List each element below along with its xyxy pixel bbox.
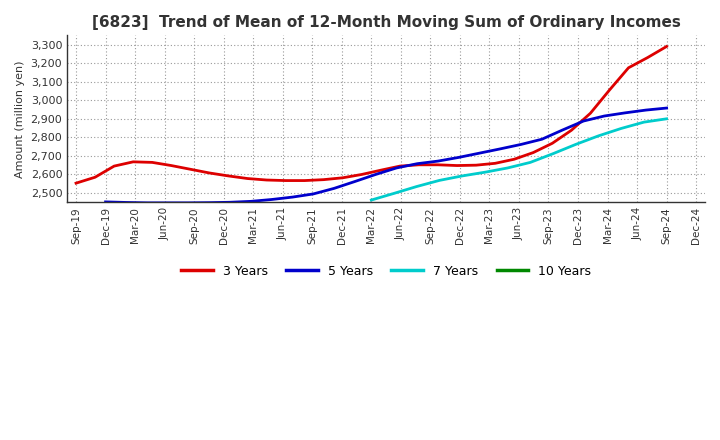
5 Years (143, 200, 151, 205)
3 Years (357, 172, 366, 177)
Y-axis label: Amount (million yen): Amount (million yen) (15, 60, 25, 178)
3 Years (91, 175, 99, 180)
5 Years (662, 106, 671, 111)
3 Years (662, 44, 671, 49)
5 Years (267, 197, 276, 202)
7 Years (526, 160, 535, 165)
3 Years (605, 88, 613, 93)
5 Years (496, 146, 505, 151)
3 Years (72, 180, 81, 186)
5 Years (579, 118, 588, 124)
Line: 3 Years: 3 Years (76, 47, 667, 183)
3 Years (510, 157, 518, 162)
3 Years (377, 168, 385, 173)
7 Years (503, 165, 512, 171)
5 Years (642, 107, 650, 113)
5 Years (475, 150, 484, 156)
3 Years (472, 162, 480, 168)
5 Years (247, 199, 256, 204)
7 Years (367, 198, 376, 203)
5 Years (351, 179, 359, 184)
5 Years (309, 191, 318, 197)
3 Years (262, 177, 271, 183)
5 Years (454, 155, 463, 160)
7 Years (480, 169, 489, 175)
7 Years (639, 120, 648, 125)
5 Years (288, 194, 297, 200)
5 Years (226, 200, 235, 205)
Line: 7 Years: 7 Years (372, 119, 667, 200)
3 Years (548, 141, 557, 146)
3 Years (110, 164, 119, 169)
3 Years (282, 178, 290, 183)
7 Years (572, 142, 580, 147)
3 Years (224, 173, 233, 179)
7 Years (390, 191, 398, 196)
5 Years (600, 114, 608, 119)
3 Years (415, 162, 423, 168)
5 Years (102, 199, 110, 205)
7 Years (662, 116, 671, 121)
5 Years (413, 161, 422, 166)
7 Years (435, 178, 444, 183)
7 Years (617, 126, 626, 131)
Title: [6823]  Trend of Mean of 12-Month Moving Sum of Ordinary Incomes: [6823] Trend of Mean of 12-Month Moving … (91, 15, 680, 30)
5 Years (184, 200, 193, 205)
5 Years (621, 110, 629, 116)
3 Years (491, 161, 500, 166)
7 Years (594, 133, 603, 139)
3 Years (300, 178, 309, 183)
3 Years (567, 128, 576, 133)
Line: 5 Years: 5 Years (106, 108, 667, 203)
3 Years (395, 164, 404, 169)
3 Years (586, 110, 595, 116)
3 Years (453, 163, 462, 168)
5 Years (372, 172, 380, 177)
3 Years (205, 170, 214, 176)
7 Years (413, 184, 421, 189)
5 Years (392, 165, 401, 171)
5 Years (330, 186, 338, 191)
3 Years (167, 163, 176, 168)
3 Years (129, 159, 138, 165)
3 Years (186, 167, 194, 172)
3 Years (148, 160, 156, 165)
5 Years (163, 200, 172, 205)
5 Years (205, 200, 214, 205)
3 Years (643, 55, 652, 60)
3 Years (624, 65, 633, 70)
5 Years (538, 136, 546, 142)
3 Years (320, 177, 328, 182)
5 Years (517, 142, 526, 147)
3 Years (243, 176, 252, 181)
5 Years (122, 200, 130, 205)
5 Years (559, 127, 567, 132)
3 Years (529, 150, 538, 155)
3 Years (338, 175, 347, 180)
7 Years (458, 173, 467, 179)
7 Years (549, 151, 557, 156)
3 Years (433, 162, 442, 168)
5 Years (433, 158, 442, 164)
Legend: 3 Years, 5 Years, 7 Years, 10 Years: 3 Years, 5 Years, 7 Years, 10 Years (176, 260, 596, 283)
